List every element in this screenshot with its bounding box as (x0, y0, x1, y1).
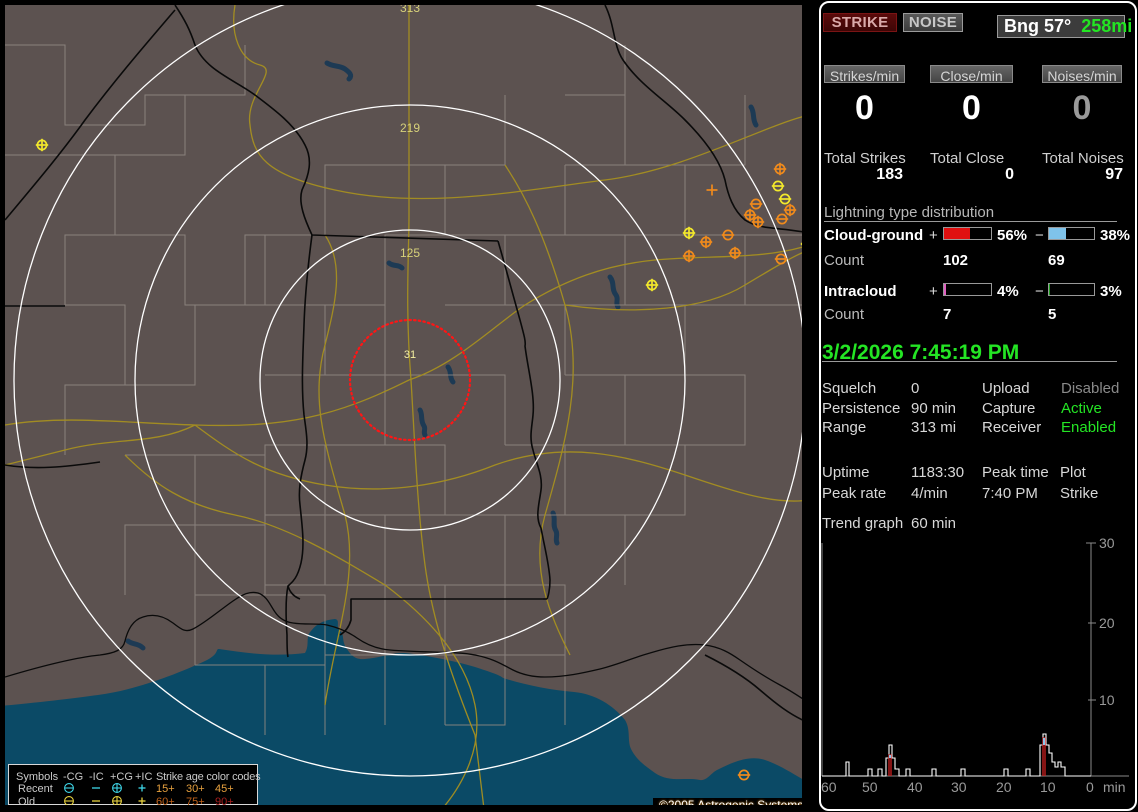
svg-text:10: 10 (1040, 779, 1056, 793)
svg-text:30: 30 (1099, 535, 1115, 551)
svg-text:0: 0 (1086, 779, 1094, 793)
svg-text:60: 60 (821, 779, 837, 793)
svg-text:50: 50 (862, 779, 878, 793)
svg-text:20: 20 (1099, 615, 1115, 631)
svg-text:313: 313 (400, 5, 420, 15)
svg-text:20: 20 (996, 779, 1012, 793)
svg-text:30: 30 (951, 779, 967, 793)
svg-text:min: min (1103, 779, 1126, 793)
svg-text:125: 125 (400, 246, 420, 260)
svg-text:31: 31 (404, 349, 416, 361)
svg-text:40: 40 (907, 779, 923, 793)
svg-text:219: 219 (400, 121, 420, 135)
svg-text:10: 10 (1099, 692, 1115, 708)
